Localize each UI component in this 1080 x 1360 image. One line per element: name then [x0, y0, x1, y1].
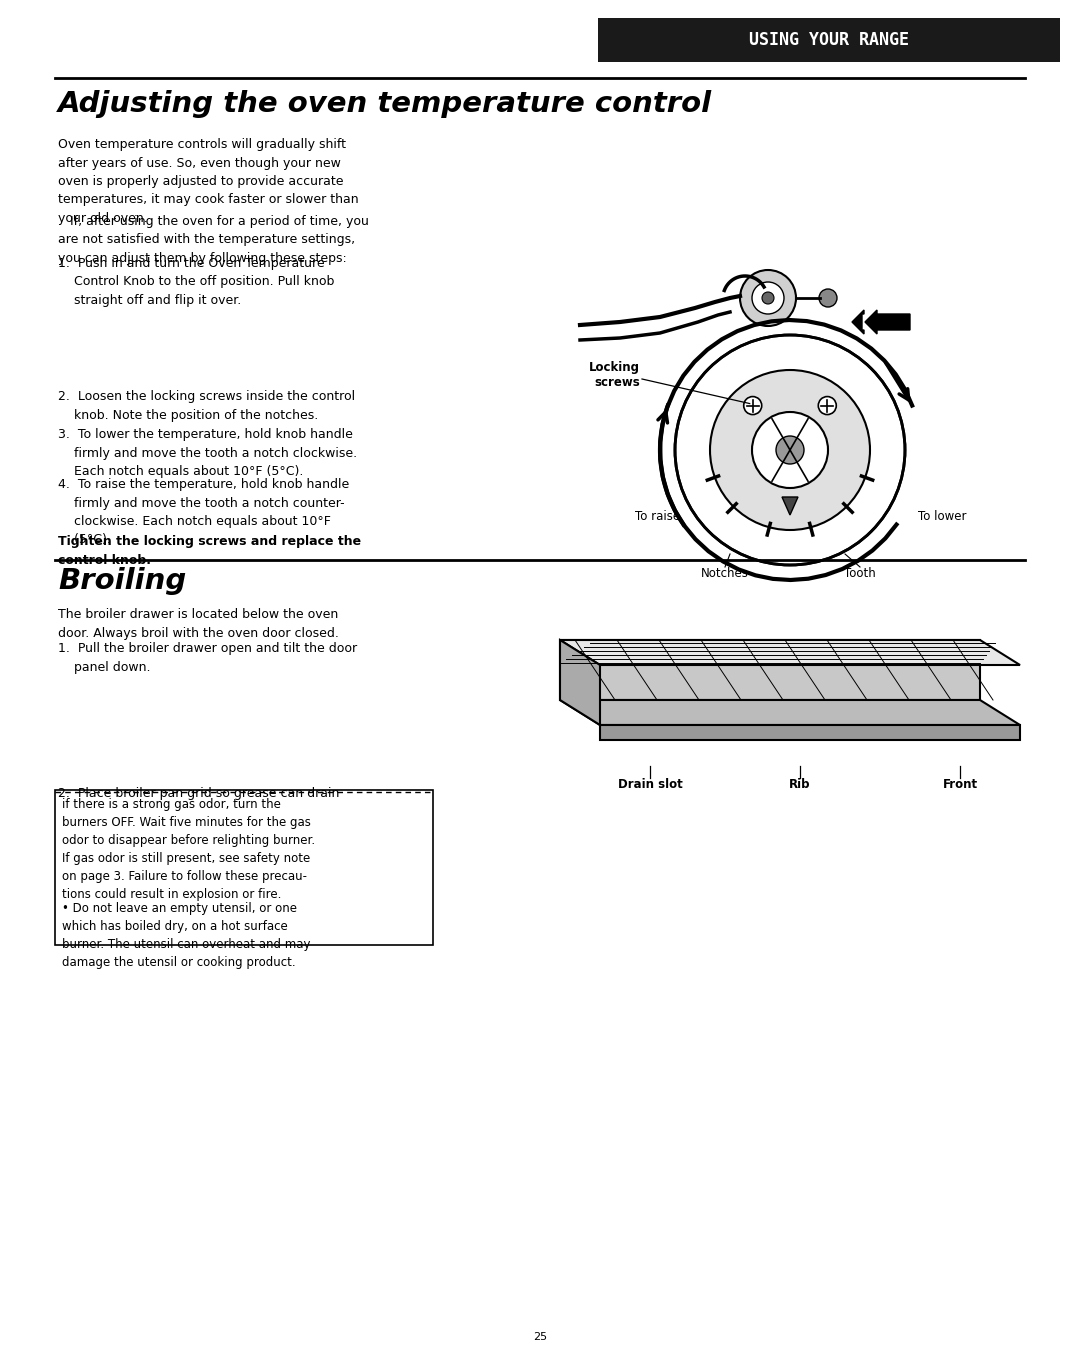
Circle shape: [819, 397, 836, 415]
Text: Front: Front: [943, 778, 977, 792]
Circle shape: [744, 397, 761, 415]
Polygon shape: [561, 641, 600, 725]
Text: 1.  Pull the broiler drawer open and tilt the door
    panel down.: 1. Pull the broiler drawer open and tilt…: [58, 642, 357, 673]
Polygon shape: [561, 641, 980, 700]
Polygon shape: [600, 725, 1020, 740]
Text: Tighten the locking screws and replace the
control knob.: Tighten the locking screws and replace t…: [58, 534, 361, 567]
Circle shape: [777, 437, 804, 464]
Text: if there is a strong gas odor, turn the
burners OFF. Wait five minutes for the g: if there is a strong gas odor, turn the …: [62, 798, 315, 900]
Text: Broiling: Broiling: [58, 567, 186, 596]
Text: 2.  Place broiler pan grid so grease can drain: 2. Place broiler pan grid so grease can …: [58, 787, 339, 800]
Text: Oven temperature controls will gradually shift
after years of use. So, even thou: Oven temperature controls will gradually…: [58, 137, 359, 224]
Text: Adjusting the oven temperature control: Adjusting the oven temperature control: [58, 90, 712, 118]
Text: Tooth: Tooth: [845, 567, 876, 579]
Text: 1.  Push in and turn the Oven Temperature
    Control Knob to the off position. : 1. Push in and turn the Oven Temperature…: [58, 257, 335, 307]
Text: To raise: To raise: [635, 510, 680, 524]
Circle shape: [752, 282, 784, 314]
Circle shape: [762, 292, 774, 305]
Circle shape: [819, 290, 837, 307]
Bar: [55, 790, 433, 945]
Text: 3.  To lower the temperature, hold knob handle
    firmly and move the tooth a n: 3. To lower the temperature, hold knob h…: [58, 428, 357, 477]
Text: 25: 25: [532, 1331, 548, 1342]
Text: • Do not leave an empty utensil, or one
which has boiled dry, on a hot surface
b: • Do not leave an empty utensil, or one …: [62, 902, 311, 968]
FancyArrow shape: [852, 310, 864, 335]
Polygon shape: [782, 496, 798, 515]
Text: If, after using the oven for a period of time, you
are not satisfied with the te: If, after using the oven for a period of…: [58, 215, 369, 265]
Text: USING YOUR RANGE: USING YOUR RANGE: [750, 31, 909, 49]
Circle shape: [740, 271, 796, 326]
Text: Rib: Rib: [789, 778, 811, 792]
Text: Locking
screws: Locking screws: [589, 360, 640, 389]
Polygon shape: [561, 641, 1020, 665]
Bar: [598, 18, 1059, 63]
Text: Drain slot: Drain slot: [618, 778, 683, 792]
Text: 2.  Loosen the locking screws inside the control
    knob. Note the position of : 2. Loosen the locking screws inside the …: [58, 390, 355, 422]
Text: 4.  To raise the temperature, hold knob handle
    firmly and move the tooth a n: 4. To raise the temperature, hold knob h…: [58, 477, 349, 547]
Circle shape: [675, 335, 905, 564]
Circle shape: [710, 370, 870, 530]
Text: The broiler drawer is located below the oven
door. Always broil with the oven do: The broiler drawer is located below the …: [58, 608, 339, 639]
Polygon shape: [561, 700, 1020, 725]
Text: Notches: Notches: [701, 567, 748, 579]
FancyArrow shape: [865, 310, 910, 335]
Text: To lower: To lower: [918, 510, 967, 524]
Circle shape: [752, 412, 828, 488]
